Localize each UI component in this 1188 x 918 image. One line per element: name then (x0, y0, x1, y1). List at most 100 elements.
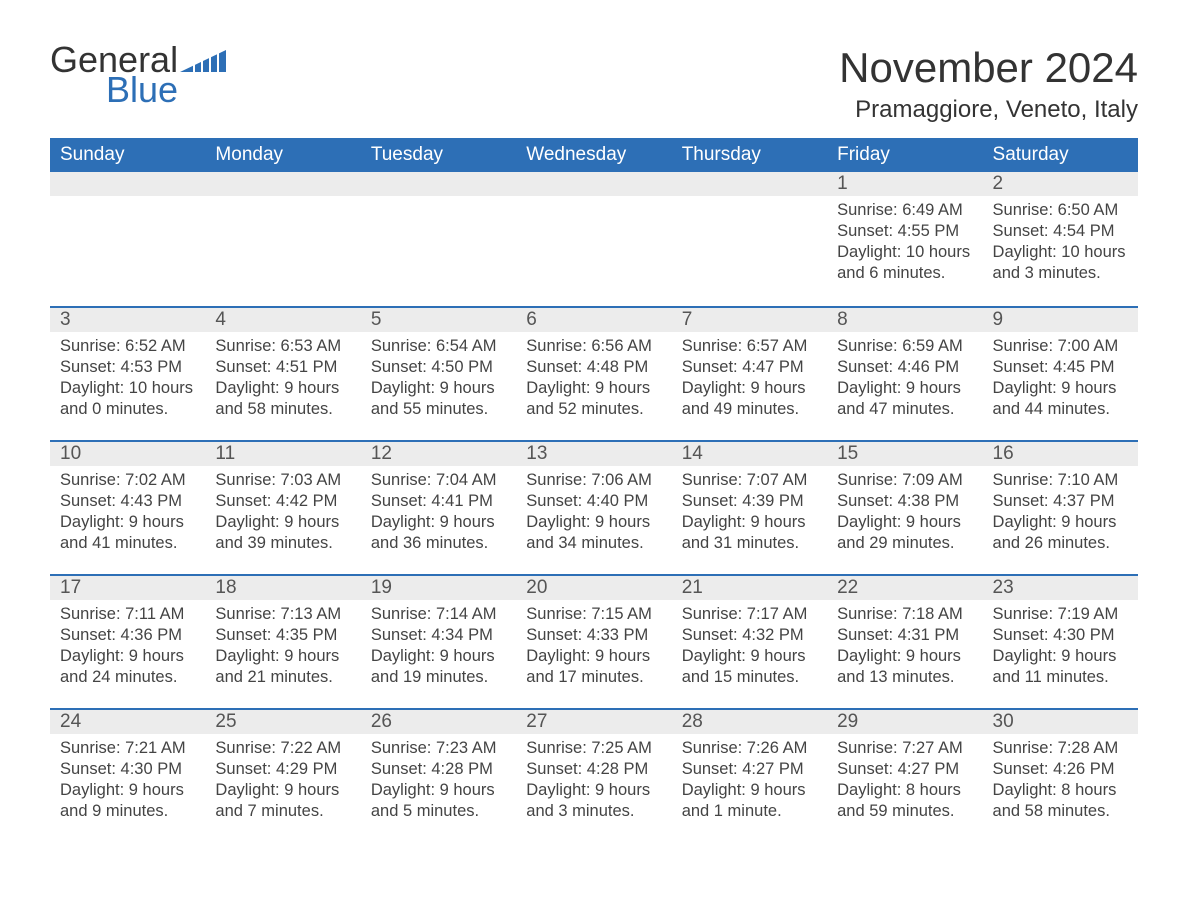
calendar-day-cell: 2Sunrise: 6:50 AMSunset: 4:54 PMDaylight… (983, 172, 1138, 306)
sunrise-text: Sunrise: 7:02 AM (60, 470, 199, 491)
day-number-bar: 21 (672, 574, 827, 600)
calendar-day-cell: 11Sunrise: 7:03 AMSunset: 4:42 PMDayligh… (205, 440, 360, 574)
sunrise-text: Sunrise: 7:27 AM (837, 738, 976, 759)
daylight-text: Daylight: 9 hours and 41 minutes. (60, 512, 199, 554)
calendar-day-cell: 23Sunrise: 7:19 AMSunset: 4:30 PMDayligh… (983, 574, 1138, 708)
sunset-text: Sunset: 4:53 PM (60, 357, 199, 378)
calendar-day-cell: 21Sunrise: 7:17 AMSunset: 4:32 PMDayligh… (672, 574, 827, 708)
daylight-text: Daylight: 9 hours and 52 minutes. (526, 378, 665, 420)
sunset-text: Sunset: 4:27 PM (837, 759, 976, 780)
sunrise-text: Sunrise: 6:57 AM (682, 336, 821, 357)
sunset-text: Sunset: 4:39 PM (682, 491, 821, 512)
calendar-day-cell (672, 172, 827, 306)
sunrise-text: Sunrise: 7:17 AM (682, 604, 821, 625)
calendar-day-cell: 19Sunrise: 7:14 AMSunset: 4:34 PMDayligh… (361, 574, 516, 708)
day-number-bar: 10 (50, 440, 205, 466)
sunrise-text: Sunrise: 6:50 AM (993, 200, 1132, 221)
calendar-day-cell: 14Sunrise: 7:07 AMSunset: 4:39 PMDayligh… (672, 440, 827, 574)
weekday-header: Saturday (983, 138, 1138, 172)
daylight-text: Daylight: 9 hours and 3 minutes. (526, 780, 665, 822)
sunrise-text: Sunrise: 7:15 AM (526, 604, 665, 625)
day-number-bar: 9 (983, 306, 1138, 332)
day-body: Sunrise: 6:57 AMSunset: 4:47 PMDaylight:… (672, 332, 827, 424)
day-body: Sunrise: 6:53 AMSunset: 4:51 PMDaylight:… (205, 332, 360, 424)
day-number-bar: 30 (983, 708, 1138, 734)
sunset-text: Sunset: 4:51 PM (215, 357, 354, 378)
weekday-header: Sunday (50, 138, 205, 172)
day-number-bar: 16 (983, 440, 1138, 466)
day-number-bar (516, 172, 671, 196)
daylight-text: Daylight: 9 hours and 17 minutes. (526, 646, 665, 688)
day-number-bar: 3 (50, 306, 205, 332)
daylight-text: Daylight: 10 hours and 0 minutes. (60, 378, 199, 420)
day-number-bar: 18 (205, 574, 360, 600)
day-number-bar: 24 (50, 708, 205, 734)
day-number-bar: 6 (516, 306, 671, 332)
weekday-header: Friday (827, 138, 982, 172)
calendar-day-cell: 27Sunrise: 7:25 AMSunset: 4:28 PMDayligh… (516, 708, 671, 842)
daylight-text: Daylight: 9 hours and 34 minutes. (526, 512, 665, 554)
day-body: Sunrise: 7:04 AMSunset: 4:41 PMDaylight:… (361, 466, 516, 558)
day-number-bar: 12 (361, 440, 516, 466)
day-number-bar (205, 172, 360, 196)
day-body: Sunrise: 7:23 AMSunset: 4:28 PMDaylight:… (361, 734, 516, 826)
day-number-bar: 8 (827, 306, 982, 332)
sunset-text: Sunset: 4:34 PM (371, 625, 510, 646)
day-number-bar: 19 (361, 574, 516, 600)
sunset-text: Sunset: 4:30 PM (993, 625, 1132, 646)
sunrise-text: Sunrise: 7:07 AM (682, 470, 821, 491)
day-body: Sunrise: 7:28 AMSunset: 4:26 PMDaylight:… (983, 734, 1138, 826)
sunrise-text: Sunrise: 7:09 AM (837, 470, 976, 491)
day-number-bar: 17 (50, 574, 205, 600)
day-body: Sunrise: 7:02 AMSunset: 4:43 PMDaylight:… (50, 466, 205, 558)
day-body: Sunrise: 7:11 AMSunset: 4:36 PMDaylight:… (50, 600, 205, 692)
day-number-bar: 5 (361, 306, 516, 332)
day-number-bar: 13 (516, 440, 671, 466)
sunset-text: Sunset: 4:32 PM (682, 625, 821, 646)
sunset-text: Sunset: 4:46 PM (837, 357, 976, 378)
daylight-text: Daylight: 9 hours and 26 minutes. (993, 512, 1132, 554)
calendar-day-cell: 8Sunrise: 6:59 AMSunset: 4:46 PMDaylight… (827, 306, 982, 440)
day-body: Sunrise: 6:50 AMSunset: 4:54 PMDaylight:… (983, 196, 1138, 288)
day-body: Sunrise: 6:52 AMSunset: 4:53 PMDaylight:… (50, 332, 205, 424)
day-body: Sunrise: 7:18 AMSunset: 4:31 PMDaylight:… (827, 600, 982, 692)
sunset-text: Sunset: 4:37 PM (993, 491, 1132, 512)
calendar-day-cell: 9Sunrise: 7:00 AMSunset: 4:45 PMDaylight… (983, 306, 1138, 440)
sunrise-text: Sunrise: 6:53 AM (215, 336, 354, 357)
day-number-bar: 26 (361, 708, 516, 734)
sunrise-text: Sunrise: 6:54 AM (371, 336, 510, 357)
sunset-text: Sunset: 4:31 PM (837, 625, 976, 646)
calendar-day-cell: 29Sunrise: 7:27 AMSunset: 4:27 PMDayligh… (827, 708, 982, 842)
sunrise-text: Sunrise: 7:26 AM (682, 738, 821, 759)
day-number-bar: 11 (205, 440, 360, 466)
daylight-text: Daylight: 9 hours and 19 minutes. (371, 646, 510, 688)
daylight-text: Daylight: 8 hours and 58 minutes. (993, 780, 1132, 822)
sunrise-text: Sunrise: 7:22 AM (215, 738, 354, 759)
day-body: Sunrise: 7:14 AMSunset: 4:34 PMDaylight:… (361, 600, 516, 692)
calendar-day-cell: 26Sunrise: 7:23 AMSunset: 4:28 PMDayligh… (361, 708, 516, 842)
day-number-bar: 27 (516, 708, 671, 734)
daylight-text: Daylight: 9 hours and 55 minutes. (371, 378, 510, 420)
daylight-text: Daylight: 9 hours and 1 minute. (682, 780, 821, 822)
day-body: Sunrise: 6:54 AMSunset: 4:50 PMDaylight:… (361, 332, 516, 424)
daylight-text: Daylight: 9 hours and 13 minutes. (837, 646, 976, 688)
calendar-day-cell: 18Sunrise: 7:13 AMSunset: 4:35 PMDayligh… (205, 574, 360, 708)
sunrise-text: Sunrise: 7:21 AM (60, 738, 199, 759)
calendar-day-cell (361, 172, 516, 306)
day-body: Sunrise: 7:03 AMSunset: 4:42 PMDaylight:… (205, 466, 360, 558)
sunset-text: Sunset: 4:27 PM (682, 759, 821, 780)
sunrise-text: Sunrise: 7:14 AM (371, 604, 510, 625)
calendar-week-row: 10Sunrise: 7:02 AMSunset: 4:43 PMDayligh… (50, 440, 1138, 574)
weekday-header: Tuesday (361, 138, 516, 172)
day-number-bar: 7 (672, 306, 827, 332)
sunrise-text: Sunrise: 6:59 AM (837, 336, 976, 357)
day-number-bar: 28 (672, 708, 827, 734)
day-body: Sunrise: 7:26 AMSunset: 4:27 PMDaylight:… (672, 734, 827, 826)
sunrise-text: Sunrise: 7:28 AM (993, 738, 1132, 759)
day-number-bar: 15 (827, 440, 982, 466)
calendar-week-row: 24Sunrise: 7:21 AMSunset: 4:30 PMDayligh… (50, 708, 1138, 842)
day-number-bar: 22 (827, 574, 982, 600)
sunrise-text: Sunrise: 7:03 AM (215, 470, 354, 491)
daylight-text: Daylight: 9 hours and 39 minutes. (215, 512, 354, 554)
sunset-text: Sunset: 4:28 PM (371, 759, 510, 780)
